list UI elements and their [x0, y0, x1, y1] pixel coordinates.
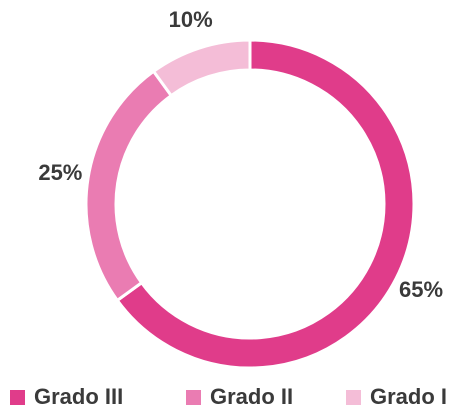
data-label: 10% [169, 7, 213, 32]
legend-label: Grado I [370, 384, 447, 409]
legend-label: Grado II [210, 384, 293, 409]
donut-segment [151, 38, 252, 98]
donut-segment [115, 38, 416, 370]
legend-swatch [10, 390, 25, 405]
legend-swatch [186, 390, 201, 405]
donut-segment [84, 69, 174, 303]
legend-swatch [346, 390, 361, 405]
data-label: 25% [38, 160, 82, 185]
data-label: 65% [399, 277, 443, 302]
legend-label: Grado III [34, 384, 123, 409]
